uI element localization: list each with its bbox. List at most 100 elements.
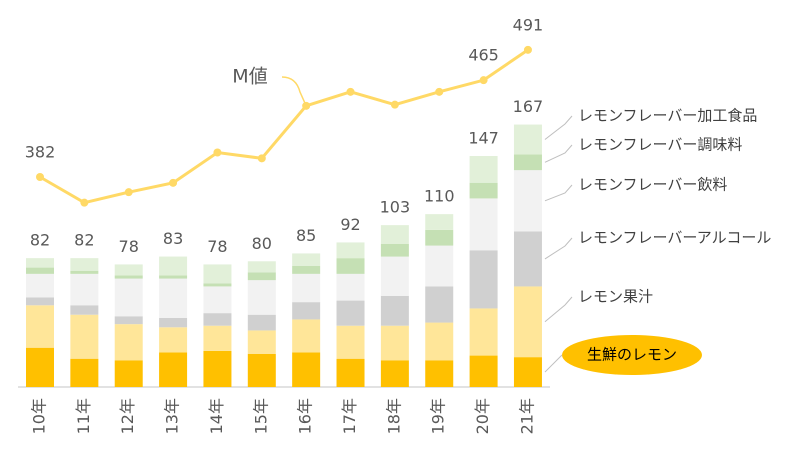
- bar-segment: [513, 154, 542, 171]
- total-label: 110: [424, 187, 455, 206]
- bar-segment: [247, 261, 276, 273]
- bar-segment: [203, 283, 232, 287]
- legend-label: レモンフレーバー調味料: [578, 136, 742, 154]
- total-label: 83: [163, 229, 183, 248]
- bar-segment: [336, 258, 365, 274]
- bar-segment: [203, 313, 232, 326]
- bar-segment: [26, 267, 54, 274]
- x-tick-label: 10年: [30, 398, 49, 434]
- bar-segment: [203, 264, 232, 284]
- bar-segment: [292, 273, 321, 303]
- bar-segment: [380, 244, 409, 257]
- bar-segment: [26, 258, 54, 268]
- bar-segment: [114, 324, 143, 361]
- bar-segment: [247, 354, 276, 387]
- x-tick-label: 14年: [207, 398, 226, 434]
- bar-segment: [247, 272, 276, 281]
- bar-segment: [70, 273, 99, 306]
- total-label: 85: [296, 226, 316, 245]
- x-tick-label: 17年: [340, 398, 359, 434]
- legend-highlight: [562, 335, 702, 375]
- bar-segment: [425, 245, 454, 287]
- bar-segment: [114, 316, 143, 325]
- line-value-label: 382: [25, 143, 56, 162]
- line-value-label: 465: [468, 46, 499, 65]
- line-point: [523, 45, 532, 54]
- bar-segment: [513, 231, 542, 287]
- bar-segment: [469, 355, 498, 387]
- legend-leader: [544, 296, 573, 323]
- bar-segment: [159, 278, 188, 318]
- legend-leader: [544, 144, 573, 163]
- bar-segment: [114, 275, 143, 279]
- legend-leader: [544, 354, 563, 373]
- bar-segment: [292, 319, 321, 353]
- bar-segment: [203, 325, 232, 351]
- bar-segment: [469, 250, 498, 309]
- bar-segment: [425, 286, 454, 323]
- line-name: M値: [232, 66, 267, 88]
- bar-segment: [469, 198, 498, 251]
- x-tick-label: 11年: [74, 398, 93, 434]
- bar-segment: [336, 300, 365, 326]
- bar-segment: [469, 308, 498, 356]
- bar-segment: [513, 170, 542, 232]
- bar-segment: [70, 314, 99, 359]
- line-point: [124, 188, 133, 197]
- bar-segment: [336, 358, 365, 387]
- bar-segment: [70, 305, 99, 315]
- total-label: 82: [74, 231, 94, 250]
- x-tick-label: 12年: [118, 398, 137, 434]
- bar-segment: [380, 295, 409, 326]
- line-point: [80, 198, 89, 207]
- bar-segment: [26, 273, 54, 298]
- bar-segment: [292, 302, 321, 320]
- legend-label: レモンフレーバー加工食品: [578, 107, 757, 125]
- total-label: 103: [380, 198, 411, 217]
- line: [39, 48, 529, 205]
- bar-segment: [292, 352, 321, 387]
- bar-segment: [469, 182, 498, 199]
- line-point: [213, 148, 222, 157]
- bar-segment: [70, 258, 99, 271]
- legend-label: レモンフレーバーアルコール: [578, 229, 771, 247]
- total-label: 147: [468, 129, 499, 148]
- legend-label: レモンフレーバー飲料: [578, 176, 727, 194]
- bar-segment: [425, 360, 454, 387]
- bar-segment: [469, 156, 498, 183]
- x-tick-label: 18年: [384, 398, 403, 434]
- legend-leader: [544, 184, 573, 202]
- total-label: 92: [340, 215, 360, 234]
- bar-segment: [159, 327, 188, 353]
- line-point: [346, 87, 355, 96]
- bar-segment: [292, 266, 321, 274]
- line-point: [36, 173, 44, 181]
- x-tick-label: 15年: [251, 398, 270, 434]
- legend-label: レモン果汁: [578, 288, 653, 306]
- legend-label: 生鮮のレモン: [587, 346, 677, 364]
- bar-segment: [513, 357, 542, 387]
- bar-segment: [380, 256, 409, 296]
- line-point: [479, 76, 488, 85]
- total-label: 80: [252, 234, 272, 253]
- leader-line: [281, 76, 307, 107]
- bar-segment: [26, 297, 54, 306]
- x-tick-label: 19年: [429, 398, 448, 434]
- line-point: [435, 87, 444, 96]
- bar-segment: [336, 242, 365, 259]
- bar-segment: [425, 229, 454, 246]
- legend-leader: [544, 115, 573, 140]
- line-point: [169, 178, 178, 187]
- total-label: 78: [119, 237, 139, 256]
- bar-segment: [203, 286, 232, 314]
- bar-segment: [114, 360, 143, 387]
- x-tick-label: 20年: [473, 398, 492, 434]
- bar-segment: [292, 253, 321, 266]
- bar-segment: [159, 275, 188, 279]
- bar-segment: [380, 325, 409, 361]
- bar-segment: [247, 280, 276, 315]
- bar-segment: [26, 305, 54, 348]
- bar-segment: [425, 322, 454, 361]
- total-label: 82: [30, 231, 50, 250]
- bar-segment: [380, 360, 409, 387]
